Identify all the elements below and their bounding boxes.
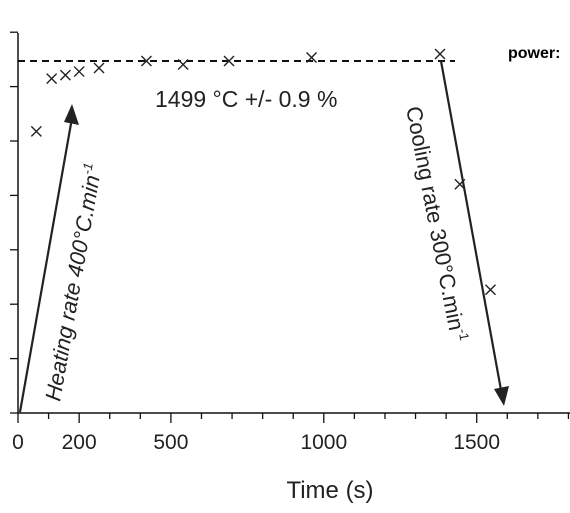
ticks: 0 200 500 1000 1500 [10,31,570,454]
data-point-marker [177,59,189,71]
x-axis-title: Time (s) [286,477,373,504]
data-point-marker [30,125,42,137]
data-point-marker [484,284,496,296]
x-tick-label: 500 [153,431,188,454]
data-point-marker [46,73,58,85]
data-point-marker [434,48,446,60]
data-point-marker [306,51,318,63]
data-point-marker [223,55,235,67]
heating-arrow [18,104,79,413]
setpoint-label: 1499 °C +/- 0.9 % [155,86,337,112]
cooling-rate-label: Cooling rate 300°C.min-1 [401,104,472,344]
data-point-marker [59,69,71,81]
corner-label: power: [508,45,560,62]
cooling-arrow [439,60,509,406]
x-tick-label: 200 [62,431,97,454]
data-point-marker [93,62,105,74]
data-point-marker [140,55,152,67]
data-point-marker [73,66,85,78]
data-points [30,48,496,296]
x-tick-label: 0 [12,431,24,454]
data-point-marker [454,178,466,190]
x-tick-label: 1500 [453,431,500,454]
heating-rate-label: Heating rate 400°C.min-1 [39,162,106,403]
x-tick-label: 1000 [300,431,347,454]
